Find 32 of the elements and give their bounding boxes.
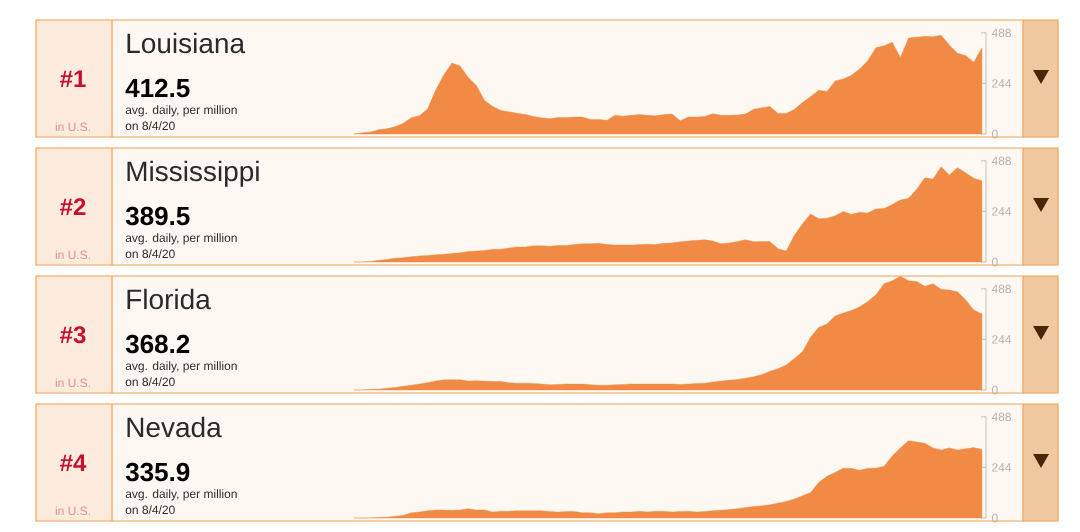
text: 389.5 [125, 206, 190, 226]
y-tick-label: 488 [991, 156, 1012, 166]
chart-title: Nevada [127, 416, 222, 438]
chart-title: Florida [127, 288, 211, 310]
y-tick-label: 244 [992, 207, 1012, 216]
y-tick-label: 244 [992, 335, 1012, 344]
text: on 8/4/20 [125, 505, 175, 515]
text: avg. daily, per million [125, 105, 237, 117]
text: 335.9 [125, 462, 190, 482]
text: #3 [60, 326, 86, 344]
text: #1 [60, 70, 86, 87]
text: on 8/4/20 [125, 377, 175, 387]
y-tick-label: 244 [992, 463, 1012, 472]
text: avg. daily, per million [125, 489, 237, 501]
text: 412.5 [125, 78, 190, 98]
text: in U.S. [55, 122, 90, 132]
text: in U.S. [55, 378, 90, 388]
y-tick-label: 488 [991, 284, 1012, 294]
text: in U.S. [55, 506, 90, 516]
text: in U.S. [55, 250, 90, 260]
text: #4 [60, 454, 87, 471]
y-tick-label: 244 [992, 79, 1012, 88]
text: avg. daily, per million [125, 233, 237, 245]
y-tick-label: 488 [991, 412, 1012, 422]
text: avg. daily, per million [125, 361, 237, 373]
y-tick-label: 488 [991, 28, 1012, 38]
text: on 8/4/20 [125, 249, 175, 259]
text: on 8/4/20 [125, 121, 175, 131]
chart-title: Louisiana [127, 32, 246, 54]
text: #2 [60, 198, 86, 215]
text: 368.2 [125, 334, 190, 354]
chart-title: Mississippi [127, 160, 259, 187]
